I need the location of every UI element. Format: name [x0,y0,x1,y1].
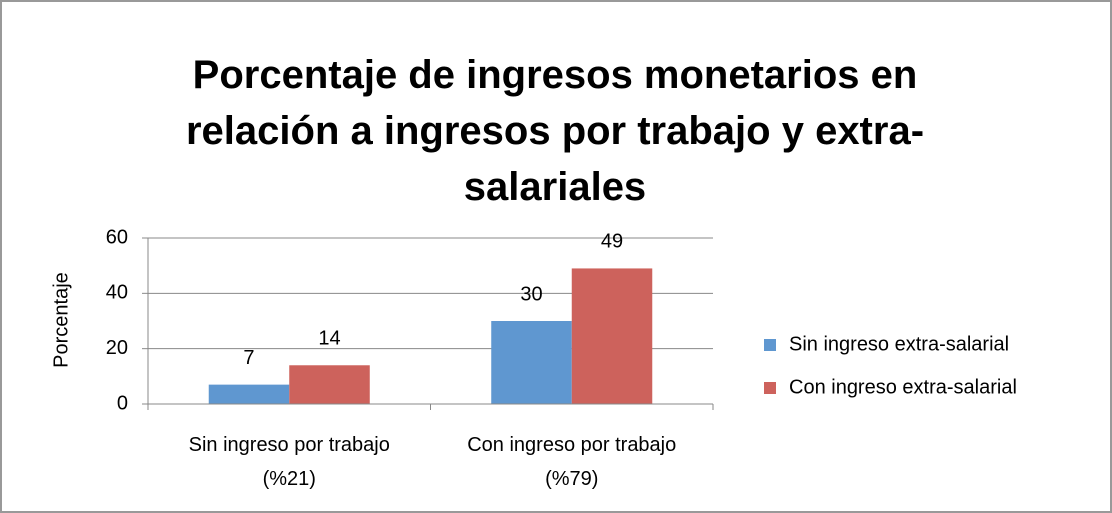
y-axis-label: Porcentaje [50,272,72,368]
value-label: 14 [318,328,340,350]
x-tick-label: Sin ingreso por trabajo (%21) [188,434,390,490]
y-tick-label: 20 [106,337,128,359]
legend-label: Con ingreso extra-salarial [789,376,1017,398]
legend-label: Sin ingreso extra-salarial [789,333,1009,355]
legend-swatch [764,382,776,394]
chart-title: Porcentaje de ingresos monetarios en rel… [185,53,925,209]
value-label: 7 [243,347,254,369]
bar [208,384,290,404]
y-tick-label: 0 [117,392,128,414]
bar [289,365,370,404]
bar [491,321,572,404]
value-label: 49 [601,231,623,253]
y-tick-label: 40 [106,282,128,304]
legend-swatch [764,339,776,351]
y-tick-label: 60 [106,226,128,248]
bar [571,268,653,404]
x-tick-label: Con ingreso por trabajo (%79) [467,434,677,490]
value-label: 30 [520,283,542,305]
